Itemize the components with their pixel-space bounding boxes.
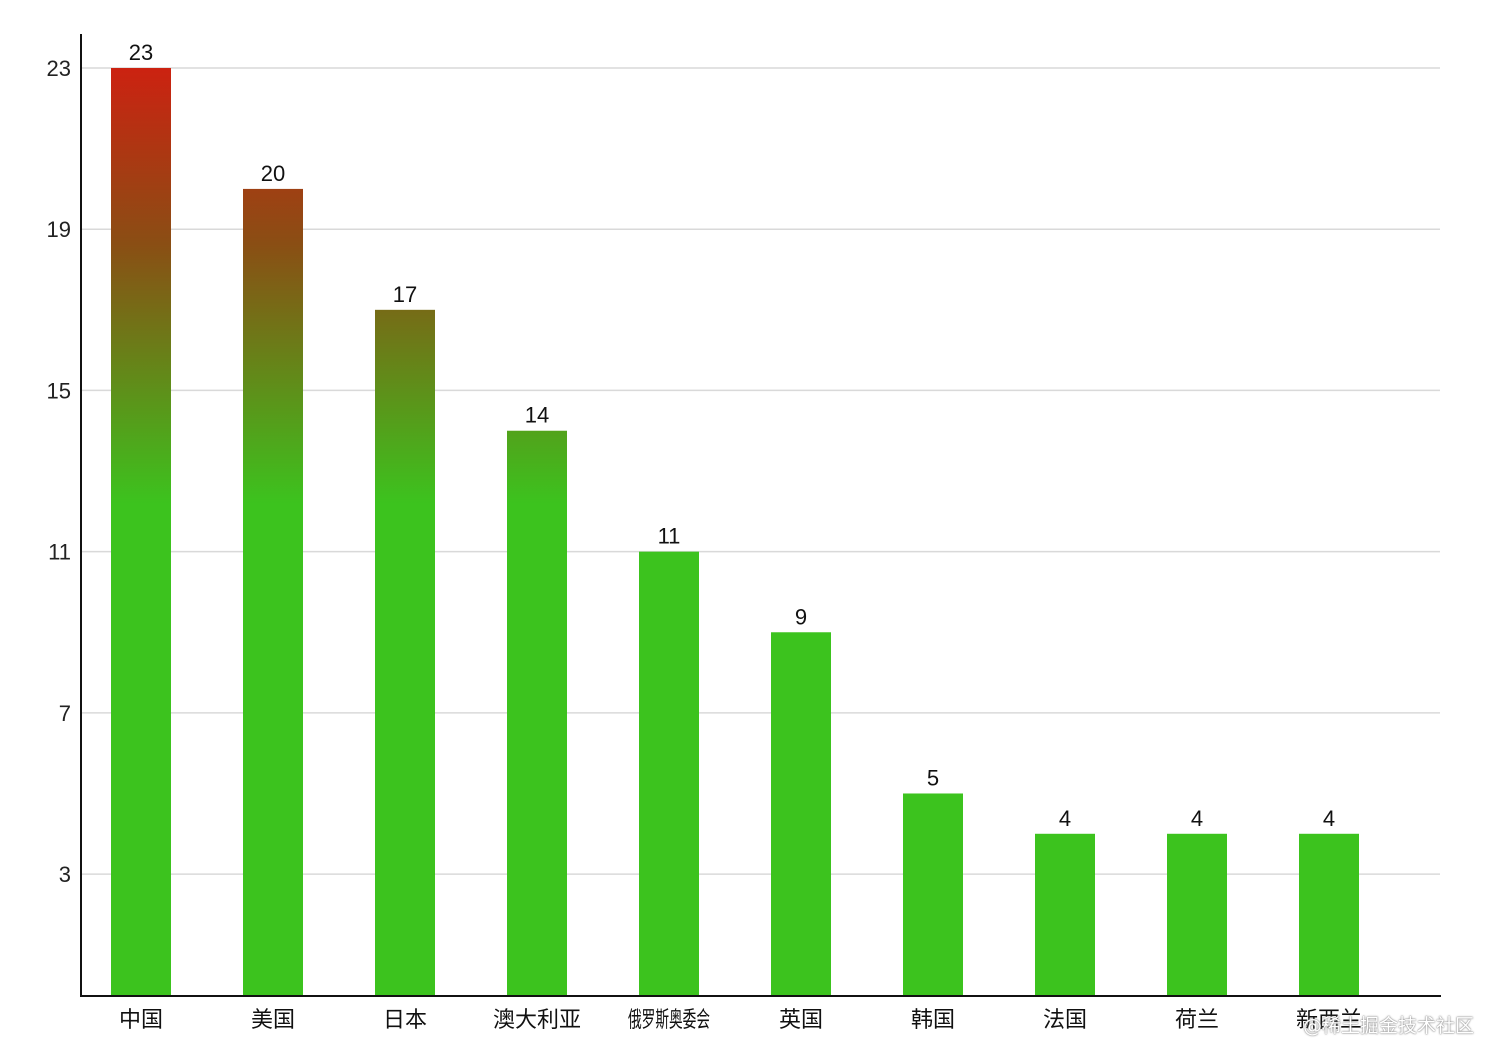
y-tick-label: 11 <box>48 540 71 565</box>
bar <box>111 68 171 995</box>
watermark-text: @稀土掘金技术社区 <box>1302 1015 1474 1037</box>
bar-value-label: 17 <box>393 282 417 307</box>
bar <box>771 632 831 995</box>
x-category-label: 法国 <box>1043 1007 1087 1032</box>
y-tick-label: 7 <box>59 701 71 726</box>
bar-value-label: 9 <box>795 604 807 629</box>
bar-value-label: 4 <box>1191 806 1203 831</box>
x-category-label: 日本 <box>383 1007 427 1032</box>
bar-value-label: 20 <box>261 161 285 186</box>
bar-value-label: 11 <box>658 524 681 549</box>
bar-value-label: 4 <box>1323 806 1335 831</box>
y-tick-label: 23 <box>47 56 71 81</box>
y-axis-ticks: 3 7 11 15 19 23 <box>47 56 71 887</box>
x-category-label: 韩国 <box>911 1007 955 1032</box>
y-tick-label: 15 <box>47 378 71 403</box>
bar <box>243 188 303 996</box>
bar-value-label: 14 <box>525 403 549 428</box>
bars <box>111 68 1359 996</box>
x-category-label: 新西兰 <box>1296 1007 1362 1032</box>
bar <box>507 430 567 995</box>
y-tick-label: 19 <box>47 217 71 242</box>
x-category-label: 中国 <box>119 1007 163 1032</box>
bar <box>903 793 963 995</box>
x-axis-labels: 中国 美国 日本 澳大利亚 俄罗斯奥委会 英国 韩国 法国 荷兰 新西兰 <box>119 1007 1362 1032</box>
x-category-label: 澳大利亚 <box>493 1007 581 1032</box>
x-category-label: 英国 <box>779 1007 823 1032</box>
bar <box>639 551 699 995</box>
value-labels: 23 20 17 14 11 9 5 4 4 4 <box>129 40 1335 831</box>
bar <box>1299 833 1359 995</box>
x-category-label: 美国 <box>251 1007 295 1032</box>
bar <box>1035 833 1095 995</box>
bar <box>1167 833 1227 995</box>
bar <box>375 309 435 996</box>
x-category-label: 荷兰 <box>1175 1007 1219 1032</box>
y-tick-label: 3 <box>59 862 71 887</box>
x-category-label: 俄罗斯奥委会 <box>628 1007 710 1032</box>
bar-value-label: 23 <box>129 40 153 65</box>
bar-value-label: 5 <box>927 765 939 790</box>
bar-value-label: 4 <box>1059 806 1071 831</box>
